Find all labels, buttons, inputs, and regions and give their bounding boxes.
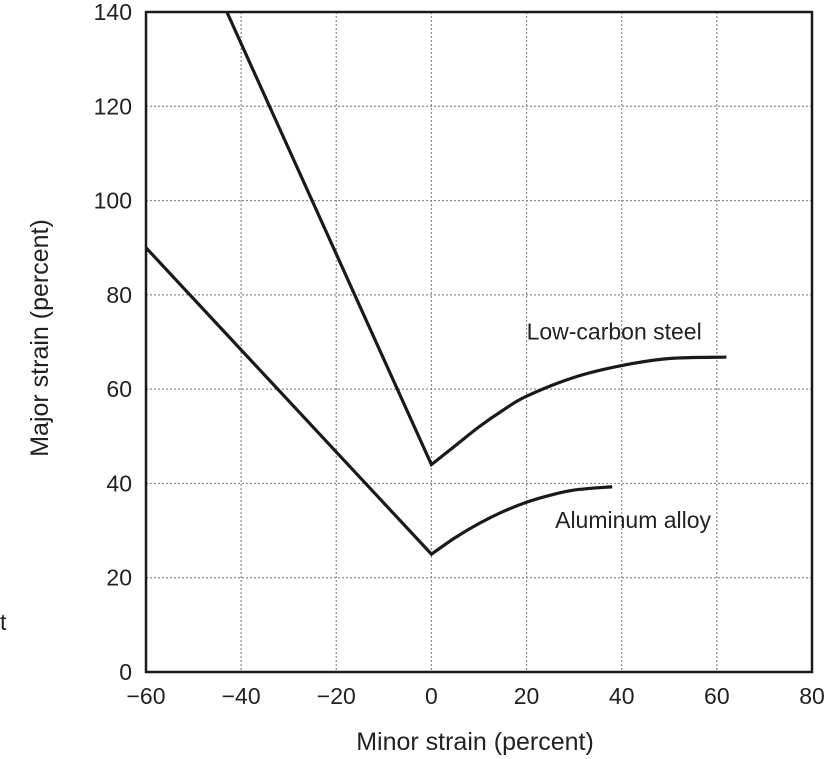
y-tick-label: 40 [106, 470, 132, 496]
y-tick-label: 100 [94, 188, 132, 214]
series-lines [144, 11, 727, 557]
grid [146, 12, 812, 672]
y-tick-label: 20 [106, 565, 132, 591]
y-tick-label: 120 [94, 93, 132, 119]
x-tick-label: −20 [317, 683, 356, 709]
plot-frame [144, 10, 814, 674]
series-line-aluminum-alloy [144, 246, 613, 557]
y-tick-labels: 0 20 40 60 80 100 120 140 [94, 0, 132, 685]
series-label-aluminum-alloy: Aluminum alloy [555, 507, 711, 533]
x-tick-label: 40 [609, 683, 635, 709]
series-labels: Low-carbon steel Aluminum alloy [527, 319, 712, 534]
x-axis-label: Minor strain (percent) [356, 728, 594, 756]
x-tick-label: 20 [514, 683, 540, 709]
y-tick-label: 0 [119, 659, 132, 685]
x-tick-label: −60 [126, 683, 165, 709]
x-tick-label: 80 [799, 683, 824, 709]
y-tick-label: 60 [106, 376, 132, 402]
x-tick-label: 0 [425, 683, 438, 709]
x-tick-label: 60 [704, 683, 730, 709]
x-tick-label: −40 [222, 683, 261, 709]
series-label-low-carbon-steel: Low-carbon steel [527, 319, 702, 345]
cropped-margin-text: t [0, 609, 7, 635]
y-axis-label: Major strain (percent) [26, 219, 54, 457]
y-tick-label: 80 [106, 282, 132, 308]
x-tick-labels: −60 −40 −20 0 20 40 60 80 [126, 683, 824, 709]
y-tick-label: 140 [94, 0, 132, 25]
series-line-low-carbon-steel [225, 11, 727, 468]
